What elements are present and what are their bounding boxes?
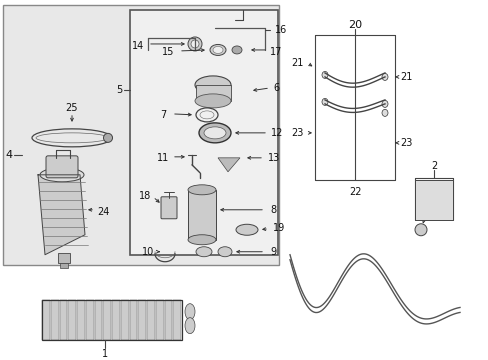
Text: 10: 10: [142, 247, 154, 257]
Text: 25: 25: [65, 103, 78, 113]
Bar: [42, 300, 182, 339]
Text: 14: 14: [132, 41, 144, 51]
Bar: [77, 300, 84, 339]
Bar: [51, 300, 59, 339]
Text: 5: 5: [116, 85, 122, 95]
Ellipse shape: [321, 71, 327, 78]
Bar: [3, 5, 279, 265]
Ellipse shape: [184, 304, 195, 320]
Text: 3: 3: [417, 211, 423, 221]
Bar: [121, 300, 128, 339]
Bar: [156, 300, 163, 339]
Ellipse shape: [103, 133, 112, 142]
Bar: [94, 300, 102, 339]
Ellipse shape: [381, 100, 387, 107]
Ellipse shape: [195, 94, 230, 108]
Text: 9: 9: [269, 247, 276, 257]
Ellipse shape: [236, 224, 258, 235]
Text: 23: 23: [399, 138, 411, 148]
Bar: [147, 300, 155, 339]
Ellipse shape: [187, 37, 202, 51]
Bar: [187, 190, 216, 240]
Text: 4: 4: [5, 150, 12, 160]
Ellipse shape: [187, 185, 216, 195]
Ellipse shape: [187, 235, 216, 245]
Text: 19: 19: [272, 223, 285, 233]
Ellipse shape: [199, 123, 230, 143]
Ellipse shape: [381, 109, 387, 116]
Text: 21: 21: [290, 58, 303, 68]
Ellipse shape: [195, 76, 230, 94]
Text: 24: 24: [97, 207, 109, 217]
Polygon shape: [38, 175, 85, 255]
Bar: [138, 300, 146, 339]
Text: 12: 12: [270, 128, 283, 138]
Text: 7: 7: [160, 110, 166, 120]
Text: 18: 18: [139, 191, 151, 201]
Ellipse shape: [381, 73, 387, 80]
Ellipse shape: [231, 46, 242, 54]
Ellipse shape: [209, 44, 225, 55]
Bar: [42, 300, 50, 339]
Ellipse shape: [218, 247, 231, 257]
Bar: [164, 300, 172, 339]
Bar: [173, 300, 181, 339]
Text: 6: 6: [272, 83, 279, 93]
FancyBboxPatch shape: [46, 156, 78, 178]
Text: 23: 23: [290, 128, 303, 138]
Bar: [68, 300, 76, 339]
Text: 21: 21: [399, 72, 411, 82]
Ellipse shape: [321, 98, 327, 105]
Ellipse shape: [203, 127, 225, 139]
Polygon shape: [218, 158, 240, 172]
Bar: [58, 253, 70, 263]
Ellipse shape: [196, 247, 212, 257]
Bar: [103, 300, 111, 339]
Text: 13: 13: [267, 153, 280, 163]
Ellipse shape: [184, 318, 195, 334]
Text: 1: 1: [102, 348, 108, 359]
Text: 2: 2: [430, 161, 436, 171]
Text: 15: 15: [162, 47, 174, 57]
Bar: [196, 85, 230, 101]
Bar: [414, 180, 452, 220]
Text: 22: 22: [348, 187, 361, 197]
Bar: [130, 10, 278, 255]
Text: 20: 20: [347, 20, 361, 30]
Bar: [85, 300, 93, 339]
Text: 11: 11: [157, 153, 169, 163]
Ellipse shape: [191, 40, 199, 48]
Ellipse shape: [414, 224, 426, 236]
Bar: [112, 300, 120, 339]
Bar: [60, 300, 67, 339]
Ellipse shape: [40, 168, 84, 182]
Bar: [129, 300, 137, 339]
Text: 8: 8: [269, 205, 276, 215]
Text: 17: 17: [269, 47, 282, 57]
Text: 16: 16: [274, 25, 286, 35]
Bar: [60, 263, 68, 268]
Ellipse shape: [213, 46, 223, 53]
FancyBboxPatch shape: [161, 197, 177, 219]
